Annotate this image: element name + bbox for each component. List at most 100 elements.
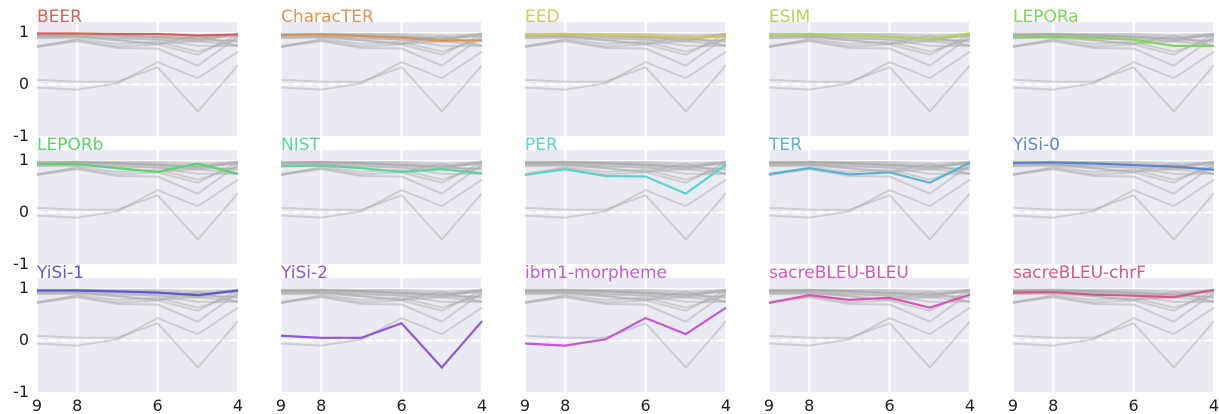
panel-title: PER: [525, 135, 558, 155]
x-tick-label: 4: [721, 396, 731, 414]
context-line: [281, 289, 483, 297]
context-line: [280, 306, 483, 347]
panel-background: [525, 22, 726, 137]
context-line: [524, 35, 727, 67]
x-tick-label: 9: [1008, 396, 1018, 414]
context-line: [768, 178, 971, 219]
context-line: [1012, 50, 1215, 91]
context-line: [36, 291, 239, 323]
context-line: [36, 163, 239, 195]
context-line: [769, 289, 971, 297]
context-line: [36, 161, 239, 170]
context-line: [524, 320, 727, 369]
context-line: [525, 290, 727, 303]
context-line: [1012, 178, 1215, 219]
series-line: [280, 320, 483, 370]
context-line: [768, 292, 970, 303]
context-line: [768, 64, 971, 113]
context-line: [768, 288, 971, 295]
context-line: [768, 33, 971, 56]
context-line: [1013, 34, 1215, 47]
context-line: [36, 293, 239, 309]
context-line: [1013, 160, 1215, 165]
x-tick-label: 4: [233, 396, 243, 414]
series-line: [1012, 288, 1215, 299]
y-tick-label: 1: [19, 22, 29, 41]
context-line: [1012, 292, 1215, 303]
context-line: [524, 160, 727, 171]
context-line: [524, 33, 727, 56]
series-line: [524, 32, 727, 39]
context-line: [280, 160, 483, 168]
context-line: [768, 36, 970, 47]
context-line: [281, 34, 483, 47]
context-line: [37, 34, 239, 47]
context-line: [524, 288, 727, 296]
context-line: [524, 32, 727, 43]
context-line: [280, 160, 483, 171]
context-line: [768, 289, 971, 299]
context-line: [768, 36, 971, 47]
context-line: [281, 32, 483, 37]
context-line: [280, 163, 483, 195]
series-line: [768, 293, 971, 309]
context-line: [769, 161, 971, 169]
panel-title: NIST: [281, 135, 321, 155]
context-line: [36, 292, 238, 303]
panel-background: [769, 22, 970, 137]
context-line: [768, 288, 971, 296]
context-line: [524, 161, 727, 170]
y-tick-label: 0: [19, 74, 29, 93]
context-line: [36, 288, 239, 299]
x-tick-label: 9: [32, 396, 42, 414]
x-tick-label: 8: [72, 396, 82, 414]
context-line: [524, 50, 727, 91]
context-line: [1013, 162, 1215, 175]
panel-background: [1013, 150, 1214, 265]
x-tick-label: 9: [520, 396, 530, 414]
context-line: [280, 288, 483, 299]
context-line: [1012, 33, 1215, 56]
context-line: [280, 161, 483, 184]
series-line: [768, 161, 971, 184]
context-line: [525, 289, 727, 297]
panel-title: sacreBLEU-BLEU: [769, 263, 909, 283]
context-line: [1012, 291, 1215, 323]
context-line: [525, 160, 727, 165]
context-line: [36, 50, 239, 91]
context-line: [768, 288, 971, 299]
context-line: [768, 164, 970, 175]
context-line: [525, 162, 727, 175]
context-line: [768, 37, 971, 53]
context-line: [280, 289, 483, 312]
context-line: [524, 36, 726, 47]
context-line: [525, 161, 727, 169]
context-line: [36, 320, 239, 369]
context-line: [36, 161, 239, 184]
context-line: [280, 50, 483, 91]
context-line: [280, 289, 483, 299]
context-line: [280, 288, 483, 295]
context-line: [768, 160, 971, 168]
context-line: [524, 160, 727, 167]
context-line: [524, 37, 727, 53]
context-line: [1012, 293, 1215, 309]
context-line: [280, 37, 483, 53]
context-line: [524, 192, 727, 241]
x-tick-label: 9: [764, 396, 774, 414]
context-line: [768, 160, 971, 171]
context-line: [768, 35, 971, 67]
context-line: [36, 192, 239, 241]
context-line: [524, 289, 727, 299]
series-line: [280, 164, 483, 175]
context-line: [281, 288, 483, 293]
y-tick-label: -1: [13, 126, 29, 145]
series-line: [1012, 35, 1214, 48]
context-line: [524, 293, 727, 309]
context-line: [524, 289, 727, 298]
context-line: [280, 178, 483, 219]
context-line: [280, 289, 483, 298]
context-line: [280, 291, 483, 323]
panel-title: YiSi-2: [280, 263, 328, 283]
context-line: [524, 288, 727, 299]
